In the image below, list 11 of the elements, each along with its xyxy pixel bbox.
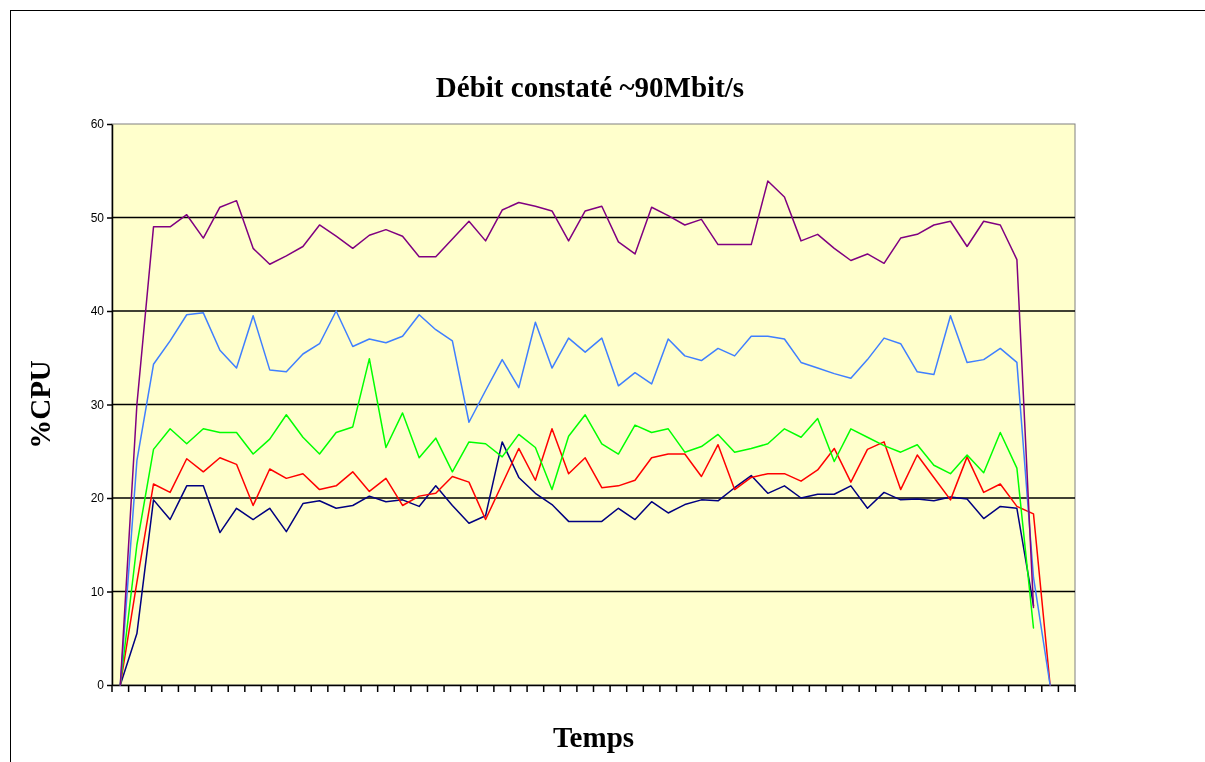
y-tick-label: 60: [90, 117, 105, 132]
chart-title: Débit constaté ~90Mbit/s: [435, 71, 745, 103]
line-series: [119, 180, 1035, 686]
y-axis-title: %CPU: [24, 360, 56, 449]
x-axis-title: Temps: [552, 721, 635, 753]
y-tick-label: 50: [90, 210, 105, 225]
y-tick-label: 40: [90, 304, 105, 319]
y-tick-label: 20: [90, 491, 105, 506]
y-tick-label: 10: [90, 584, 105, 599]
y-tick-label: 0: [97, 678, 105, 693]
y-tick-label: 30: [90, 397, 105, 412]
